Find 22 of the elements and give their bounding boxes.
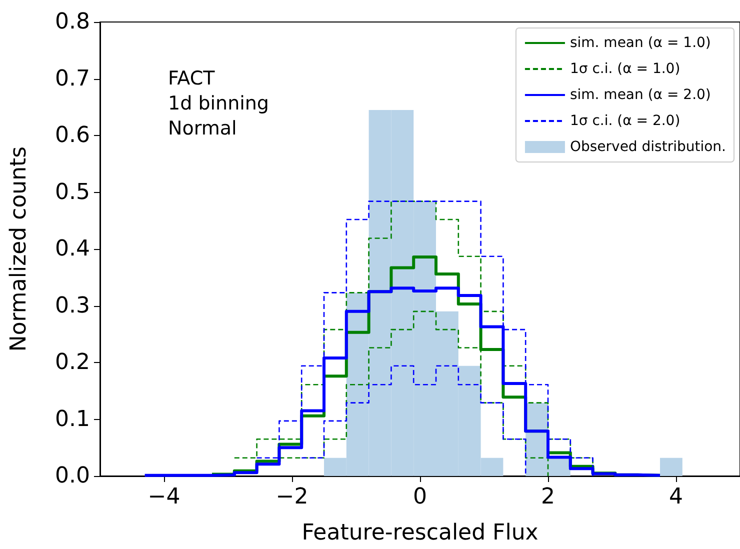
y-tick-label: 0.7: [55, 66, 90, 92]
y-tick-label: 0.1: [55, 406, 90, 432]
legend-label: 1σ c.i. (α = 2.0): [570, 113, 680, 129]
y-tick-label: 0.3: [55, 293, 90, 318]
x-tick-label: 2: [541, 484, 555, 510]
x-tick-label: 4: [669, 484, 683, 510]
x-tick-label: −4: [148, 484, 180, 510]
legend-label: Observed distribution.: [570, 139, 726, 155]
x-tick-label: 0: [413, 484, 427, 510]
y-tick-label: 0.6: [55, 123, 90, 148]
y-tick-label: 0.4: [55, 236, 90, 262]
y-tick-label: 0.0: [55, 464, 90, 488]
x-axis-title: Feature-rescaled Flux: [302, 520, 538, 546]
y-tick-label: 0.2: [55, 350, 90, 375]
legend-label: sim. mean (α = 1.0): [570, 35, 711, 51]
legend-label: 1σ c.i. (α = 1.0): [570, 61, 680, 77]
legend-label: sim. mean (α = 2.0): [570, 87, 711, 103]
annotation: FACT 1d binning Normal: [168, 68, 269, 140]
y-tick-label: 0.5: [55, 180, 90, 205]
x-tick-label: −2: [276, 484, 308, 510]
y-tick-label: 0.8: [55, 10, 90, 34]
y-axis-title: Normalized counts: [6, 146, 32, 352]
